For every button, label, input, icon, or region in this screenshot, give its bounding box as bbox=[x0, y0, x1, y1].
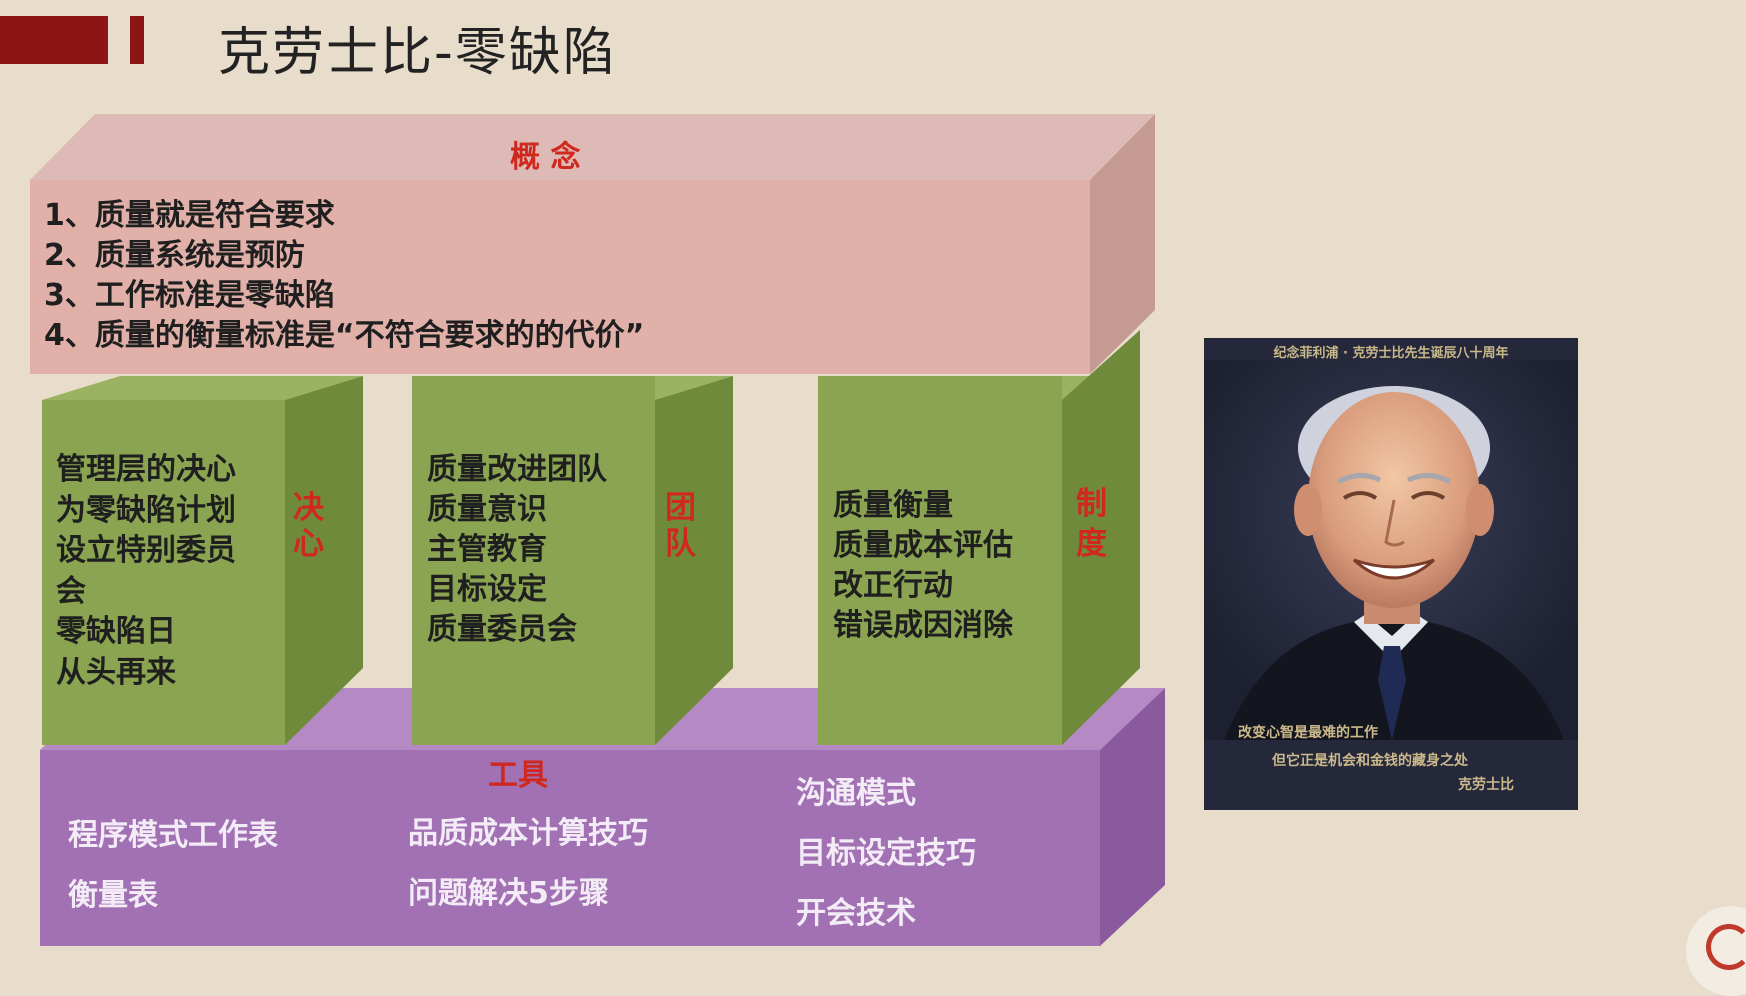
poster-top-text: 纪念菲利浦 · 克劳士比先生诞辰八十周年 bbox=[1273, 346, 1509, 361]
tools-heading: 工具 bbox=[488, 758, 548, 793]
pillar-1-item-2: 为零缺陷计划 bbox=[56, 492, 236, 528]
concept-block-top bbox=[30, 114, 1155, 180]
tools-col-3-item-3: 开会技术 bbox=[796, 896, 916, 931]
portrait-image bbox=[1204, 360, 1578, 740]
page-title: 克劳士比-零缺陷 bbox=[218, 23, 617, 83]
tools-block-front bbox=[40, 750, 1100, 946]
pillar-1-label-char-2: 心 bbox=[293, 526, 324, 562]
pillar-3-side bbox=[1062, 330, 1140, 745]
pillar-2-item-5: 质量委员会 bbox=[427, 612, 577, 647]
pillar-3-label-char-2: 度 bbox=[1076, 526, 1107, 562]
tools-col-1-item-1: 程序模式工作表 bbox=[68, 818, 278, 853]
diagram-blocks bbox=[30, 114, 1165, 946]
pillar-3-item-4: 错误成因消除 bbox=[833, 608, 1013, 643]
pillar-2-item-2: 质量意识 bbox=[427, 492, 547, 527]
pillar-3-item-1: 质量衡量 bbox=[833, 488, 953, 523]
tools-col-2-item-1: 品质成本计算技巧 bbox=[408, 816, 648, 851]
pillar-2-item-1: 质量改进团队 bbox=[427, 452, 607, 487]
pillar-3-front bbox=[818, 376, 1062, 745]
pillar-3-item-3: 改正行动 bbox=[833, 568, 953, 603]
concept-item-4: 4、质量的衡量标准是“不符合要求的的代价” bbox=[44, 318, 645, 353]
corner-logo-mark bbox=[1706, 924, 1746, 970]
tools-col-1-item-2: 衡量表 bbox=[68, 878, 158, 913]
pillar-1-item-4: 会 bbox=[56, 573, 86, 609]
pillar-1-label-char-1: 决 bbox=[293, 490, 324, 526]
pillar-1-front bbox=[42, 400, 285, 745]
pillar-1-top bbox=[42, 376, 363, 400]
pillar-1-item-3: 设立特别委员 bbox=[56, 533, 236, 568]
pillar-1-side bbox=[285, 376, 363, 745]
tools-col-3-item-2: 目标设定技巧 bbox=[796, 836, 976, 871]
header-bar-left bbox=[0, 16, 108, 64]
poster-caption-2: 但它正是机会和金钱的藏身之处 bbox=[1272, 753, 1468, 769]
concept-block-front bbox=[30, 180, 1090, 374]
header-bar-accent bbox=[130, 16, 144, 64]
pillar-1-label: 决 心 bbox=[293, 490, 324, 562]
concept-item-2: 2、质量系统是预防 bbox=[44, 238, 305, 273]
pillar-3-label-char-1: 制 bbox=[1076, 486, 1107, 522]
pillar-3-label: 制 度 bbox=[1076, 484, 1107, 564]
pillar-2-item-3: 主管教育 bbox=[427, 532, 547, 567]
concept-item-1: 1、质量就是符合要求 bbox=[44, 198, 335, 233]
pillar-2-front bbox=[412, 376, 655, 745]
tools-col-1: 程序模式工作表 衡量表 bbox=[68, 806, 278, 926]
pillar-2-label: 团 队 bbox=[665, 490, 696, 562]
concept-block-side bbox=[1090, 114, 1155, 374]
tools-block-side bbox=[1100, 688, 1165, 946]
pillar-2-label-char-1: 团 bbox=[665, 490, 696, 526]
concept-list: 1、质量就是符合要求 2、质量系统是预防 3、工作标准是零缺陷 4、质量的衡量标… bbox=[44, 196, 644, 356]
pillar-1-item-6: 从头再来 bbox=[56, 654, 176, 690]
pillar-2-item-4: 目标设定 bbox=[427, 572, 547, 607]
poster-signature: 克劳士比 bbox=[1458, 777, 1514, 793]
pillar-1-item-5: 零缺陷日 bbox=[56, 614, 176, 649]
pillar-2-list: 质量改进团队 质量意识 主管教育 目标设定 质量委员会 bbox=[427, 450, 607, 650]
tools-col-3: 沟通模式 目标设定技巧 开会技术 bbox=[796, 764, 976, 944]
tools-col-2-item-2: 问题解决5步骤 bbox=[408, 876, 609, 911]
tools-col-2: 品质成本计算技巧 问题解决5步骤 bbox=[408, 804, 648, 924]
pillar-1-item-1: 管理层的决心 bbox=[56, 452, 236, 487]
tools-col-3-item-1: 沟通模式 bbox=[796, 776, 916, 811]
pillar-3-list: 质量衡量 质量成本评估 改正行动 错误成因消除 bbox=[833, 486, 1013, 646]
pillar-2-label-char-2: 队 bbox=[665, 526, 696, 562]
concept-item-3: 3、工作标准是零缺陷 bbox=[44, 278, 335, 313]
pillar-1-list: 管理层的决心 为零缺陷计划 设立特别委员 会 零缺陷日 从头再来 bbox=[56, 450, 236, 693]
pillar-2-side bbox=[655, 376, 733, 745]
poster-caption-1: 改变心智是最难的工作 bbox=[1238, 725, 1378, 741]
pillar-3-item-2: 质量成本评估 bbox=[833, 528, 1013, 563]
crosby-poster: 纪念菲利浦 · 克劳士比先生诞辰八十周年 bbox=[1204, 338, 1578, 810]
concept-heading: 概 念 bbox=[510, 140, 581, 175]
